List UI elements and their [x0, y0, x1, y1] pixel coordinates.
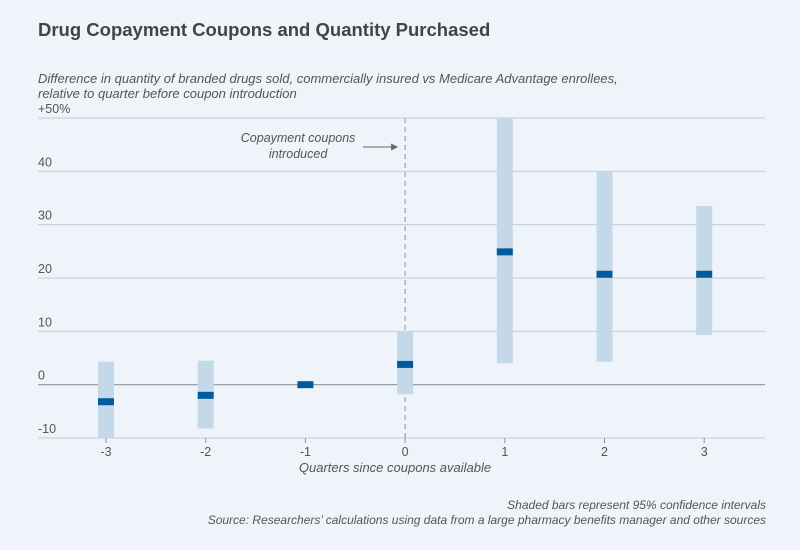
x-axis-label: Quarters since coupons available [299, 460, 491, 475]
y-tick-label: +50% [38, 102, 70, 116]
point-estimate-marker [496, 248, 513, 256]
confidence-interval-bar [496, 118, 513, 364]
y-tick-label: -10 [38, 422, 56, 436]
point-estimate-marker [397, 360, 414, 368]
chart-title: Drug Copayment Coupons and Quantity Purc… [38, 19, 491, 40]
x-tick-label: 0 [402, 445, 409, 459]
source-note: Source: Researchers’ calculations using … [207, 513, 766, 527]
confidence-interval-bar [596, 171, 613, 362]
annotation-line-1: Copayment coupons [241, 131, 356, 145]
point-estimate-marker [197, 391, 214, 399]
annotation-line-2: introduced [269, 147, 328, 161]
y-tick-label: 10 [38, 315, 52, 329]
y-tick-label: 20 [38, 262, 52, 276]
x-tick-label: -3 [100, 445, 111, 459]
x-tick-label: -1 [300, 445, 311, 459]
point-estimate-marker [696, 270, 713, 278]
chart-subtitle: Difference in quantity of branded drugs … [38, 71, 618, 101]
y-tick-label: 30 [38, 209, 52, 223]
annotation-arrow-head [391, 143, 399, 151]
ci-note: Shaded bars represent 95% confidence int… [507, 498, 766, 512]
x-tick-label: -2 [200, 445, 211, 459]
point-estimate-marker [98, 398, 114, 406]
x-tick-label: 3 [701, 445, 708, 459]
point-estimate-marker [596, 270, 613, 278]
point-estimate-marker [297, 381, 314, 389]
chart-notes: Shaded bars represent 95% confidence int… [208, 498, 766, 528]
y-tick-label: 40 [38, 155, 52, 169]
x-tick-label: 2 [601, 445, 608, 459]
confidence-interval-bar [696, 206, 713, 336]
x-tick-label: 1 [501, 445, 508, 459]
y-tick-label: 0 [38, 369, 45, 383]
